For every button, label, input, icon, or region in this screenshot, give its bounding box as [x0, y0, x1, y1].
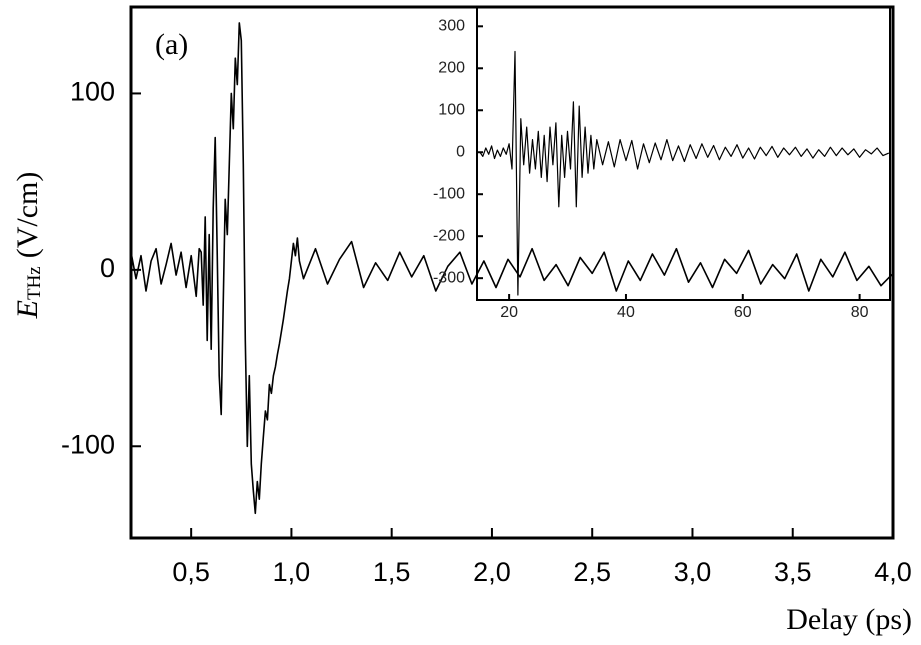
x-axis-label: Delay (ps) — [786, 603, 912, 636]
y-tick-label: 200 — [438, 60, 465, 77]
x-tick-label: 1,0 — [273, 557, 311, 587]
y-tick-label: 100 — [70, 77, 115, 107]
y-tick-label: 300 — [438, 18, 465, 35]
y-axis-label: ETHz (V/cm) — [11, 172, 45, 320]
plot-frame — [476, 6, 891, 301]
y-tick-label: -300 — [433, 269, 465, 286]
x-tick-label: 20 — [500, 304, 518, 321]
y-tick-label: -200 — [433, 227, 465, 244]
y-tick-label: 0 — [456, 143, 465, 160]
x-tick-label: 0,5 — [172, 557, 210, 587]
x-tick-label: 60 — [734, 304, 752, 321]
y-tick-label: -100 — [433, 185, 465, 202]
y-label-symbol: E — [11, 300, 44, 319]
x-tick-label: 2,5 — [573, 557, 611, 587]
annotation: (a) — [155, 28, 188, 61]
x-tick-label: 2,0 — [473, 557, 511, 587]
x-tick-label: 4,0 — [874, 557, 912, 587]
x-tick-label: 3,5 — [774, 557, 812, 587]
y-tick-label: 100 — [438, 101, 465, 118]
y-tick-label: -100 — [61, 429, 115, 459]
data-line — [479, 50, 890, 296]
x-tick-label: 80 — [851, 304, 869, 321]
x-tick-label: 40 — [617, 304, 635, 321]
y-tick-label: 0 — [100, 253, 115, 283]
data-line — [130, 22, 894, 515]
x-tick-label: 1,5 — [373, 557, 411, 587]
y-label-unit: (V/cm) — [11, 172, 44, 259]
y-label-subscript: THz — [24, 266, 45, 300]
x-tick-label: 3,0 — [674, 557, 712, 587]
